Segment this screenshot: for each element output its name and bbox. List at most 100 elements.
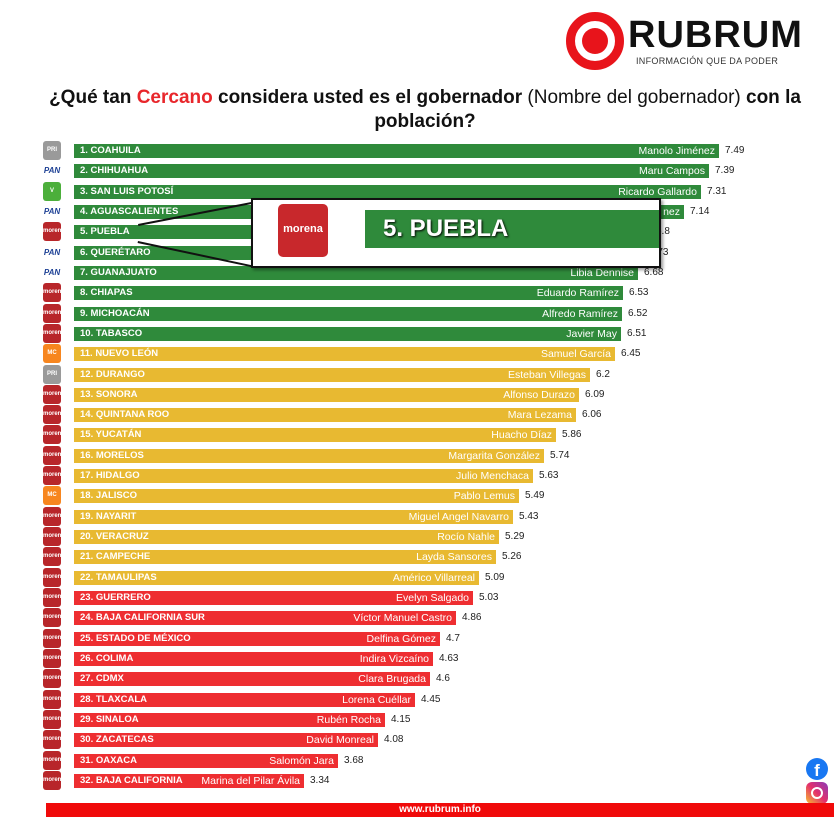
governor-label: Julio Menchaca [456,470,529,483]
state-label: 9. MICHOACÁN [80,307,150,319]
value-label: 7.14 [690,205,710,217]
callout-bar: 5. PUEBLA [365,210,659,248]
governor-label: Huacho Díaz [491,429,552,442]
state-label: 12. DURANGO [80,368,145,380]
bar-row: morena 27. CDMX Clara Brugada 4.6 [0,669,840,689]
bar-row: morena 20. VERACRUZ Rocío Nahle 5.29 [0,527,840,547]
title-highlight: Cercano [136,87,213,108]
bar-row: morena 28. TLAXCALA Lorena Cuéllar 4.45 [0,689,840,709]
governor-label: Evelyn Salgado [396,592,469,605]
governor-label: Clara Brugada [358,673,426,686]
bar-row: morena 16. MORELOS Margarita González 5.74 [0,445,840,465]
state-label: 25. ESTADO DE MÉXICO [80,632,191,644]
state-label: 18. JALISCO [80,490,138,502]
bar: 19. NAYARIT Miguel Angel Navarro [74,509,513,524]
bar-row: morena 10. TABASCO Javier May 6.51 [0,323,840,343]
governor-label: Margarita González [448,449,540,462]
logo-ring-icon [566,12,624,70]
bar-row: morena 19. NAYARIT Miguel Angel Navarro 5.4… [0,506,840,526]
party-logo-mc: MC [43,486,61,506]
value-label: 6.2 [596,368,610,380]
bar: 30. ZACATECAS David Monreal [74,733,378,748]
party-logo-morena: morena [43,730,61,750]
value-label: 4.7 [446,632,460,644]
governor-label: Marina del Pilar Ávila [201,774,300,787]
bar: 27. CDMX Clara Brugada [74,672,430,687]
state-label: 15. YUCATÁN [80,429,142,441]
governor-label: Alfredo Ramírez [542,307,618,320]
state-label: 3. SAN LUIS POTOSÍ [80,185,174,197]
party-logo-morena: morena [43,425,61,445]
footer-url[interactable]: www.rubrum.info [46,803,834,817]
bar-row: morena 24. BAJA CALIFORNIA SUR Víctor Manu… [0,608,840,628]
state-label: 24. BAJA CALIFORNIA SUR [80,612,205,624]
bar: 21. CAMPECHE Layda Sansores [74,550,496,565]
governor-label: Eduardo Ramírez [536,287,619,300]
bar: 2. CHIHUAHUA Maru Campos [74,164,709,179]
party-logo-verde: V [43,181,61,201]
governor-label: Víctor Manuel Castro [353,612,452,625]
party-logo-mc: MC [43,344,61,364]
bar: 7. GUANAJUATO Libia Dennise [74,265,638,280]
bar-row: morena 22. TAMAULIPAS Américo Villarreal 5.… [0,567,840,587]
bar-row: morena 13. SONORA Alfonso Durazo 6.09 [0,384,840,404]
party-logo-morena: morena [43,303,61,323]
bar-row: morena 14. QUINTANA ROO Mara Lezama 6.06 [0,405,840,425]
party-logo-morena: morena [43,709,61,729]
value-label: 6.45 [621,348,641,360]
value-label: 4.86 [462,612,482,624]
party-logo-morena: morena [43,466,61,486]
bar: 10. TABASCO Javier May [74,326,621,341]
state-label: 10. TABASCO [80,327,143,339]
governor-label: Layda Sansores [416,551,492,564]
state-label: 20. VERACRUZ [80,531,149,543]
governor-label: Delfina Gómez [366,632,436,645]
instagram-icon[interactable] [806,782,828,804]
bar-row: morena 9. MICHOACÁN Alfredo Ramírez 6.52 [0,303,840,323]
state-label: 11. NUEVO LEÓN [80,348,159,360]
governor-label: Esteban Villegas [507,368,586,381]
party-logo-morena: morena [43,445,61,465]
bar-row: morena 15. YUCATÁN Huacho Díaz 5.86 [0,425,840,445]
value-label: 7.31 [707,185,727,197]
bar: 25. ESTADO DE MÉXICO Delfina Gómez [74,631,440,646]
bar: 20. VERACRUZ Rocío Nahle [74,530,499,545]
state-label: 23. GUERRERO [80,592,151,604]
bar-row: PAN 7. GUANAJUATO Libia Dennise 6.68 [0,262,840,282]
bar-row: morena 30. ZACATECAS David Monreal 4.08 [0,730,840,750]
value-label: 5.03 [479,592,499,604]
zoom-callout: morena 5. PUEBLA [251,198,661,268]
bar-row: morena 31. OAXACA Salomón Jara 3.68 [0,750,840,770]
party-logo-pan: PAN [43,161,61,181]
governor-label: Lorena Cuéllar [342,693,411,706]
value-label: 3.68 [344,754,364,766]
bar: 9. MICHOACÁN Alfredo Ramírez [74,306,622,321]
state-label: 13. SONORA [80,388,138,400]
state-label: 7. GUANAJUATO [80,266,157,278]
party-logo-pri: PRI [43,141,61,160]
state-label: 14. QUINTANA ROO [80,409,170,421]
state-label: 29. SINALOA [80,713,139,725]
value-label: 5.29 [505,531,525,543]
state-label: 1. COAHUILA [80,145,141,156]
bar-row: morena 25. ESTADO DE MÉXICO Delfina Gómez 4… [0,628,840,648]
facebook-icon[interactable]: f [806,758,828,780]
party-logo-morena: morena [43,506,61,526]
governor-label: Libia Dennise [570,266,634,279]
state-label: 27. CDMX [80,673,124,685]
value-label: 4.15 [391,713,411,725]
bar-row: PRI 1. COAHUILA Manolo Jiménez 7.49 [0,141,840,160]
bar: 18. JALISCO Pablo Lemus [74,489,519,504]
bar: 3. SAN LUIS POTOSÍ Ricardo Gallardo [74,184,701,199]
value-label: 5.49 [525,490,545,502]
value-label: 6.8 [656,226,670,238]
state-label: 28. TLAXCALA [80,693,148,705]
morena-logo: morena [278,204,328,257]
party-logo-morena: morena [43,649,61,668]
governor-label: Américo Villarreal [392,571,475,584]
bar: 32. BAJA CALIFORNIA Marina del Pilar Ávil… [74,773,304,788]
party-logo-pan: PAN [43,262,61,282]
bar-row: morena 23. GUERRERO Evelyn Salgado 5.03 [0,588,840,608]
party-logo-pri: PRI [43,364,61,384]
governor-label: Ricardo Gallardo [618,185,697,198]
